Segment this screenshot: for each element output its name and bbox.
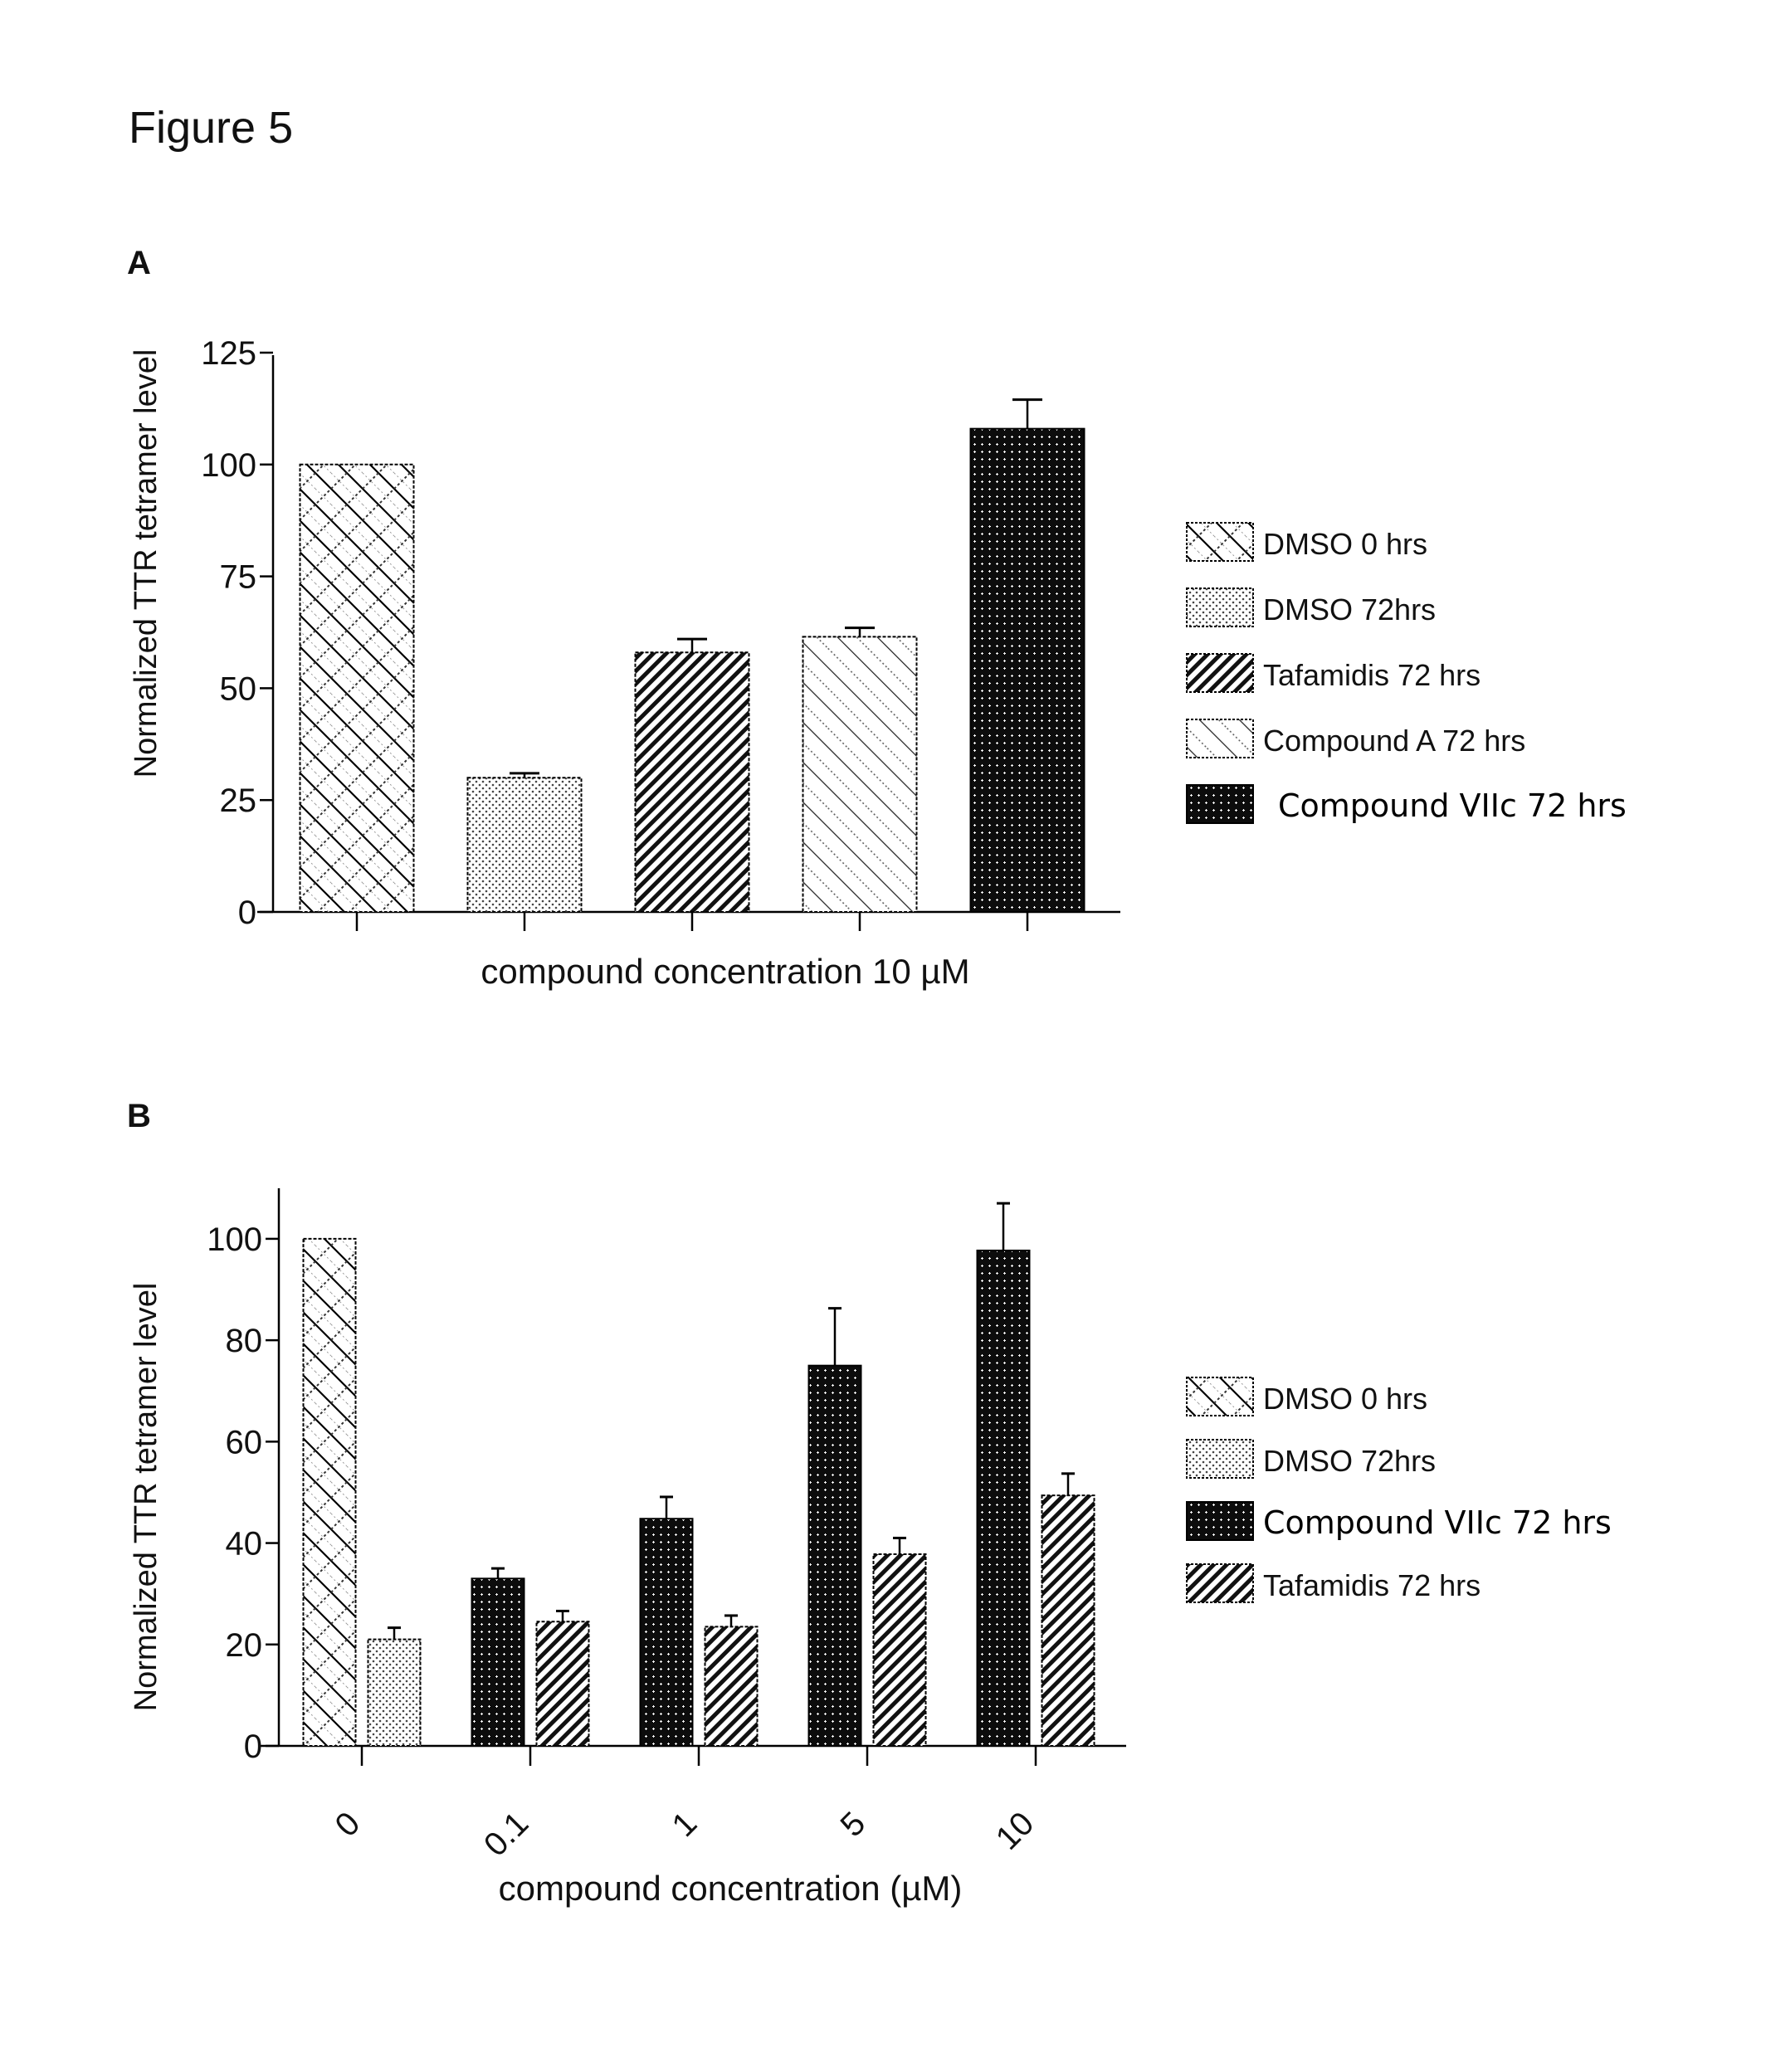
y-tick-label: 40 [226, 1526, 263, 1563]
y-tick-label: 25 [220, 782, 257, 819]
chart-b-bars [302, 1202, 1095, 1748]
chart-a-legend: DMSO 0 hrs DMSO 72hrs Tafamidis 72 hrs Comp… [1186, 522, 1627, 824]
bar-dark-dots [976, 1249, 1031, 1748]
chart-a-y-ticks: 0 25 50 75 100 125 [201, 335, 273, 931]
y-tick-label: 0 [244, 1728, 262, 1765]
chart-a-x-ticks [355, 912, 1029, 931]
bar-dots [466, 777, 583, 913]
legend-label: DMSO 72hrs [1263, 1444, 1436, 1478]
bar-dense-diagonal [1041, 1494, 1095, 1747]
chart-a: 0 25 50 75 100 125 Normalized TTR tetramer le… [129, 335, 1627, 991]
bar-dense-diagonal [704, 1626, 759, 1748]
y-tick-label: 60 [226, 1424, 263, 1460]
legend-label: Compound VIIc 72 hrs [1263, 1504, 1612, 1541]
y-tick-label: 100 [201, 447, 256, 484]
y-tick-label: 80 [226, 1323, 263, 1359]
legend-swatch-dots [1186, 1439, 1254, 1479]
x-tick-label: 0 [329, 1805, 368, 1844]
chart-b-x-ticks: 0 0.1 1 5 10 [329, 1746, 1042, 1864]
legend-label: Tafamidis 72 hrs [1263, 1568, 1481, 1602]
chart-b-legend: DMSO 0 hrs DMSO 72hrs Compound VIIc 72 hrs… [1186, 1377, 1612, 1603]
legend-swatch-crosshatch [1186, 1377, 1254, 1416]
y-tick-label: 100 [207, 1221, 262, 1258]
bar-dark-dots [639, 1518, 694, 1748]
chart-a-x-axis-label: compound concentration 10 µM [481, 952, 969, 991]
figure-title: Figure 5 [129, 103, 293, 153]
legend-label: DMSO 0 hrs [1263, 1382, 1427, 1416]
panel-a-label: A [127, 245, 151, 281]
bar-dark-dots [807, 1364, 862, 1747]
legend-swatch-wide-diagonal [1186, 719, 1254, 758]
chart-b: 0 20 40 60 80 100 0 0.1 1 5 10 Normalized TTR tet… [129, 1188, 1612, 1908]
bar-dots [367, 1638, 422, 1747]
chart-b-y-axis-label: Normalized TTR tetramer level [129, 1283, 163, 1712]
legend-swatch-crosshatch [1186, 522, 1254, 562]
legend-label: Tafamidis 72 hrs [1263, 658, 1481, 692]
y-tick-label: 125 [201, 335, 256, 372]
x-tick-label: 10 [989, 1805, 1042, 1857]
chart-a-y-axis-label: Normalized TTR tetramer level [129, 349, 163, 778]
bar-crosshatch [302, 1237, 357, 1747]
bar-dense-diagonal [634, 651, 750, 913]
y-tick-label: 0 [238, 895, 256, 931]
bar-crosshatch [299, 463, 415, 913]
legend-swatch-dense-diagonal [1186, 1563, 1254, 1603]
x-tick-label: 1 [666, 1805, 705, 1844]
panel-b-label: B [127, 1098, 151, 1134]
bar-dark-dots [969, 427, 1085, 913]
x-tick-label: 5 [834, 1805, 873, 1844]
bar-wide-diagonal [802, 636, 918, 914]
chart-b-y-ticks: 0 20 40 60 80 100 [207, 1221, 279, 1765]
legend-swatch-dots [1186, 587, 1254, 627]
bar-dark-dots [471, 1577, 525, 1747]
y-tick-label: 75 [220, 559, 257, 596]
legend-label: Compound VIIc 72 hrs [1278, 787, 1627, 824]
legend-label: DMSO 72hrs [1263, 592, 1436, 626]
chart-a-bars [299, 398, 1085, 914]
legend-swatch-dense-diagonal [1186, 653, 1254, 693]
legend-swatch-dark-dots [1186, 1501, 1254, 1541]
bar-dense-diagonal [872, 1553, 927, 1748]
legend-label: Compound A 72 hrs [1263, 724, 1525, 758]
legend-swatch-dark-dots [1186, 784, 1254, 824]
x-tick-label: 0.1 [477, 1805, 535, 1863]
bar-dense-diagonal [535, 1621, 590, 1747]
chart-b-x-axis-label: compound concentration (µM) [499, 1869, 963, 1908]
y-tick-label: 20 [226, 1627, 263, 1664]
legend-label: DMSO 0 hrs [1263, 527, 1427, 561]
y-tick-label: 50 [220, 670, 257, 707]
